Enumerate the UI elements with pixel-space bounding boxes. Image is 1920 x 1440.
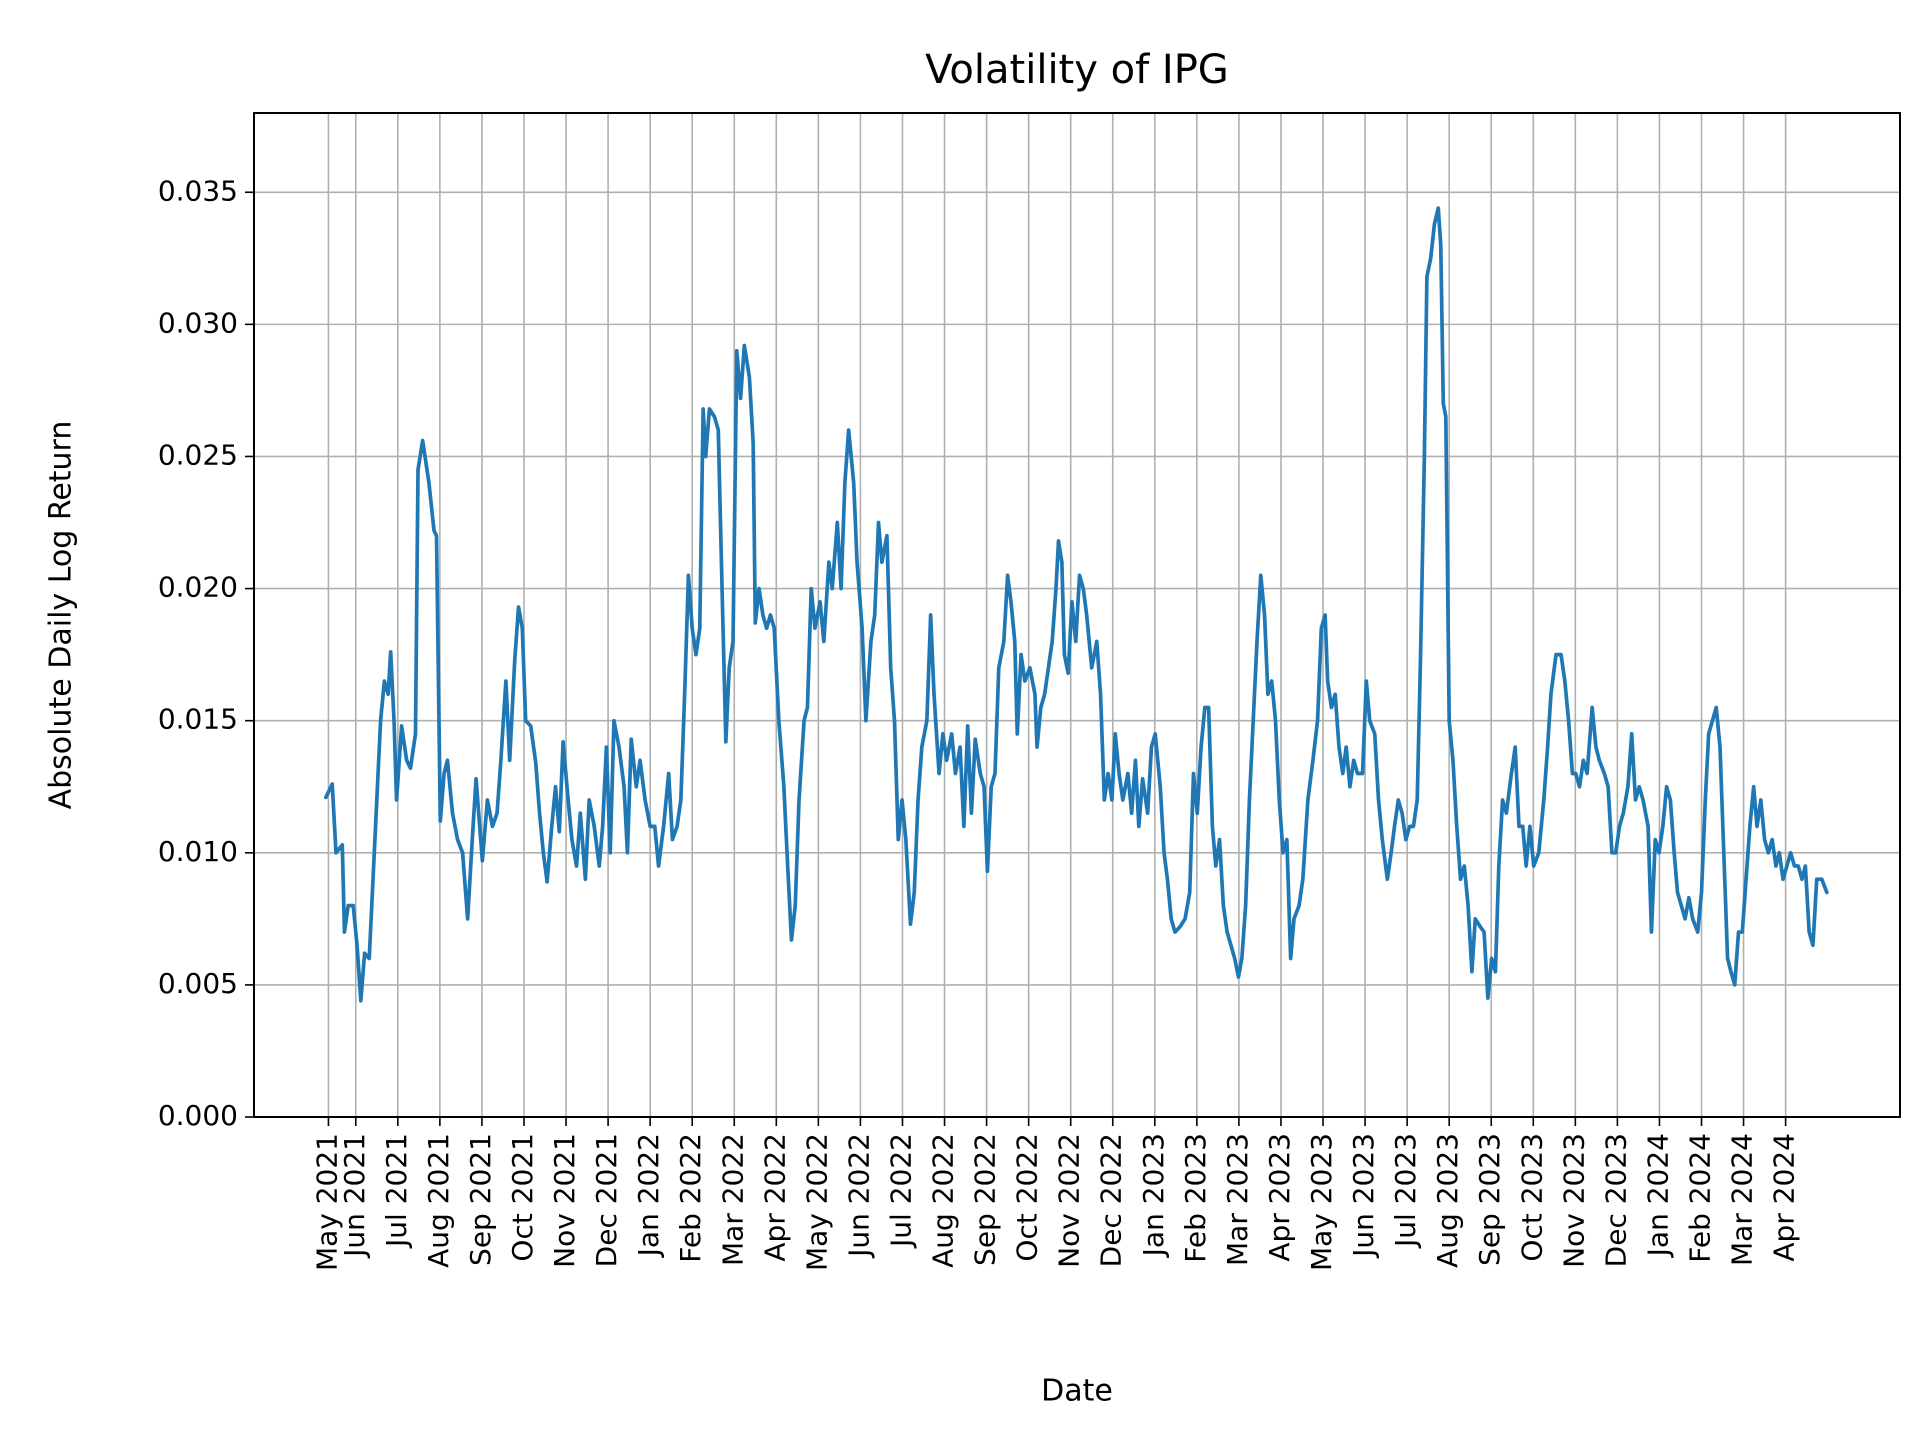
x-axis-label: Date	[1041, 1374, 1113, 1409]
x-tick-label: Jun 2023	[1347, 1133, 1380, 1259]
y-tick-label: 0.035	[158, 174, 238, 207]
data-line	[324, 206, 1829, 1003]
x-tick-label: Mar 2022	[716, 1133, 749, 1266]
x-tick-label: Nov 2023	[1557, 1133, 1590, 1268]
chart-title: Volatility of IPG	[925, 47, 1229, 93]
x-tick-label: Sep 2023	[1473, 1133, 1506, 1266]
y-tick-label: 0.000	[158, 1099, 238, 1132]
y-tick-label: 0.020	[158, 571, 238, 604]
x-tick-label: Dec 2022	[1095, 1133, 1128, 1267]
x-tick-label: Feb 2023	[1179, 1133, 1212, 1263]
y-tick-label: 0.025	[158, 438, 238, 471]
x-tick-label: May 2021	[310, 1133, 343, 1271]
y-tick-label: 0.030	[158, 306, 238, 339]
x-tick-label: Jul 2022	[884, 1133, 917, 1249]
x-tick-label: Oct 2021	[506, 1133, 539, 1262]
y-axis-label: Absolute Daily Log Return	[44, 421, 79, 810]
x-tick-label: Mar 2023	[1221, 1133, 1254, 1266]
x-tick-label: Apr 2024	[1768, 1133, 1801, 1262]
x-tick-label: Dec 2023	[1599, 1133, 1632, 1267]
x-tick-label: May 2023	[1305, 1133, 1338, 1271]
x-tick-label: Oct 2023	[1515, 1133, 1548, 1262]
plot-frame	[253, 112, 1901, 1118]
x-tick-label: Jan 2023	[1137, 1133, 1170, 1258]
x-tick-label: Mar 2024	[1726, 1133, 1759, 1266]
y-tick-label: 0.010	[158, 835, 238, 868]
x-tick-label: May 2022	[800, 1133, 833, 1271]
x-tick-label: Jan 2024	[1641, 1133, 1674, 1258]
x-tick-label: Dec 2021	[590, 1133, 623, 1267]
x-tick-label: Apr 2023	[1263, 1133, 1296, 1262]
x-tick-label: Apr 2022	[758, 1133, 791, 1262]
x-tick-label: Jun 2021	[338, 1133, 371, 1259]
x-tick-label: Jul 2023	[1389, 1133, 1422, 1249]
x-tick-label: Oct 2022	[1011, 1133, 1044, 1262]
x-tick-label: Feb 2024	[1684, 1133, 1717, 1263]
x-tick-label: Jul 2021	[380, 1133, 413, 1249]
x-tick-label: Jun 2022	[842, 1133, 875, 1259]
x-tick-label: Aug 2022	[927, 1133, 960, 1268]
x-tick-label: Sep 2022	[969, 1133, 1002, 1266]
x-tick-label: Feb 2022	[674, 1133, 707, 1263]
x-tick-label: Nov 2021	[548, 1133, 581, 1268]
y-tick-label: 0.015	[158, 703, 238, 736]
x-tick-label: Jan 2022	[632, 1133, 665, 1258]
x-tick-label: Aug 2021	[422, 1133, 455, 1268]
x-tick-label: Aug 2023	[1431, 1133, 1464, 1268]
y-tick-label: 0.005	[158, 967, 238, 1000]
x-tick-label: Sep 2021	[464, 1133, 497, 1266]
x-tick-label: Nov 2022	[1053, 1133, 1086, 1268]
